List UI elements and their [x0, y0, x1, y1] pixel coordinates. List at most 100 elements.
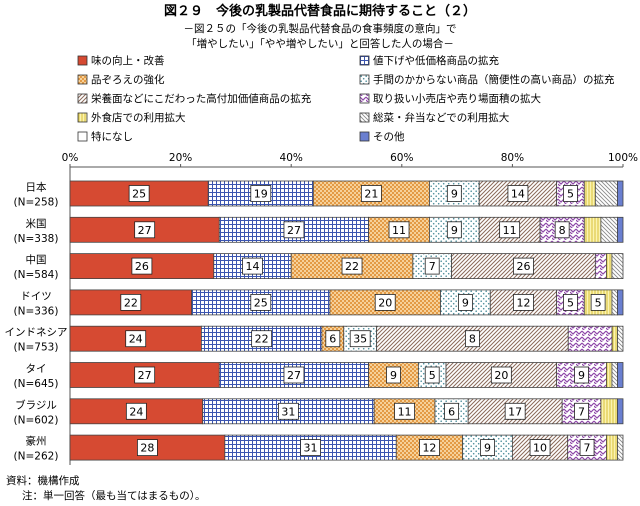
- legend-swatch: [77, 93, 88, 104]
- bar-segment-series-7: [606, 362, 613, 388]
- data-label-box: [325, 330, 341, 348]
- data-label-box: [134, 366, 156, 384]
- data-label-box: [480, 439, 495, 457]
- data-label: 6: [329, 333, 336, 346]
- legend-item-10: その他: [359, 130, 405, 143]
- category-label: インドネシア: [5, 327, 68, 339]
- data-label-box: [360, 185, 382, 202]
- data-label: 26: [516, 260, 530, 273]
- data-label: 9: [451, 224, 458, 237]
- legend-item-2: 値下げや低価格商品の拡充: [359, 54, 499, 67]
- data-label-box: [125, 402, 147, 420]
- data-label-box: [457, 293, 473, 311]
- legend-item-6: 取り扱い小売店や売り場面積の拡大: [359, 92, 541, 105]
- legend-item-1: 味の向上・改善: [77, 54, 165, 67]
- legend-swatch: [77, 55, 88, 66]
- data-label: 28: [140, 442, 154, 455]
- legend-item-4: 手間のかからない商品（簡便性の高い商品）の拡充: [359, 73, 615, 86]
- data-label: 31: [281, 405, 295, 418]
- bar-segment-series-10: [617, 216, 624, 243]
- chart-subtitle-line-1: －図２５の「今後の乳製品代替食品の食事頻度の意向」で: [184, 22, 457, 35]
- legend-label: 手間のかからない商品（簡便性の高い商品）の拡充: [373, 73, 615, 86]
- data-label: 14: [511, 188, 525, 201]
- category-label: タイ: [26, 363, 47, 375]
- data-label-box: [444, 402, 459, 420]
- category-n-label: (N=753): [14, 342, 59, 354]
- data-label: 6: [448, 405, 455, 418]
- data-label: 5: [595, 296, 602, 309]
- legend-swatch: [77, 112, 88, 123]
- category-label: 中国: [26, 253, 47, 266]
- bar-row: 24 31 11 6 17 7: [69, 398, 624, 425]
- data-label-box: [278, 402, 299, 420]
- data-label: 7: [578, 405, 585, 418]
- data-label-box: [563, 293, 578, 311]
- category-label: 日本: [26, 181, 47, 194]
- legend-label: その他: [373, 130, 405, 143]
- category-label: ブラジル: [15, 398, 57, 411]
- bars-area: 25 19 21 9 14 5 27 27 11 9 11 8 26 14 22 7 26 22 25 20 9 12 5 5…: [69, 180, 624, 461]
- category-labels: 日本 (N=258) 米国 (N=338) 中国 (N=584) ドイツ (N=336) インド…: [5, 181, 68, 463]
- data-label: 24: [129, 405, 143, 418]
- data-label-box: [300, 439, 321, 457]
- data-label-box: [134, 221, 156, 239]
- bar-row: 27 27 9 5 20 9: [69, 362, 624, 388]
- source-note: 資料：機構作成: [6, 474, 80, 487]
- data-label-box: [242, 257, 263, 275]
- data-label: 11: [503, 224, 517, 237]
- legend-swatch: [77, 74, 88, 85]
- data-label: 5: [567, 188, 574, 201]
- footnote: 注：単一回答（最も当てはまるもの）。: [22, 489, 206, 502]
- data-label: 9: [484, 442, 491, 455]
- category-n-label: (N=338): [14, 233, 59, 245]
- data-label: 10: [533, 442, 547, 455]
- data-label: 8: [559, 224, 566, 237]
- data-label-box: [128, 185, 150, 202]
- legend-item-3: 品ぞろえの強化: [77, 73, 165, 86]
- bar-segment-series-8: [600, 216, 618, 243]
- data-label: 14: [245, 260, 259, 273]
- legend-item-8: 総菜・弁当などでの利用拡大: [359, 111, 510, 124]
- category-label: 米国: [26, 217, 47, 230]
- data-label: 11: [398, 405, 412, 418]
- x-tick-label: 60%: [390, 152, 413, 164]
- bar-row: 26 14 22 7 26: [69, 253, 624, 280]
- data-label-box: [490, 366, 512, 384]
- legend-swatch: [359, 131, 370, 142]
- legend-item-5: 栄養面などにこだわった高付加価値商品の拡充: [77, 92, 312, 105]
- data-label: 27: [138, 224, 152, 237]
- bar-segment-series-8: [611, 289, 618, 316]
- x-axis: 0% 20% 40% 60% 80% 100%: [62, 152, 638, 465]
- data-label: 7: [584, 442, 591, 455]
- chart-subtitle-line-2: 「増やしたい」「やや増やしたい」と回答した人の場合－: [186, 37, 454, 50]
- category-n-label: (N=336): [14, 305, 59, 317]
- legend-label: 値下げや低価格商品の拡充: [373, 54, 499, 67]
- bar-row: 22 25 20 9 12 5 5: [69, 289, 624, 316]
- data-label: 26: [135, 260, 149, 273]
- legend-label: 外食店での利用拡大: [91, 111, 186, 124]
- data-label-box: [529, 439, 551, 457]
- x-tick-label: 20%: [169, 152, 192, 164]
- data-label-box: [388, 221, 410, 239]
- data-label: 12: [516, 296, 530, 309]
- bar-segment-series-8: [594, 180, 618, 207]
- legend-swatch: [359, 93, 370, 104]
- bar-segment-series-7: [606, 253, 613, 280]
- data-label: 22: [124, 296, 138, 309]
- x-tick-label: 80%: [501, 152, 524, 164]
- data-label-box: [579, 439, 595, 457]
- data-label: 9: [390, 369, 397, 382]
- category-label: ドイツ: [20, 290, 52, 302]
- data-label-box: [120, 293, 142, 311]
- data-label-box: [504, 402, 526, 420]
- bar-segment-series-7: [583, 216, 602, 243]
- category-n-label: (N=584): [14, 269, 59, 281]
- data-label-box: [446, 221, 462, 239]
- chart-title: 図２９ 今後の乳製品代替食品に期待すること（２）: [164, 3, 476, 19]
- bar-segment-series-7: [606, 434, 618, 461]
- x-tick-label: 0%: [62, 152, 79, 164]
- data-label-box: [374, 293, 396, 311]
- data-label: 9: [462, 296, 469, 309]
- bar-segment-series-8: [617, 434, 624, 461]
